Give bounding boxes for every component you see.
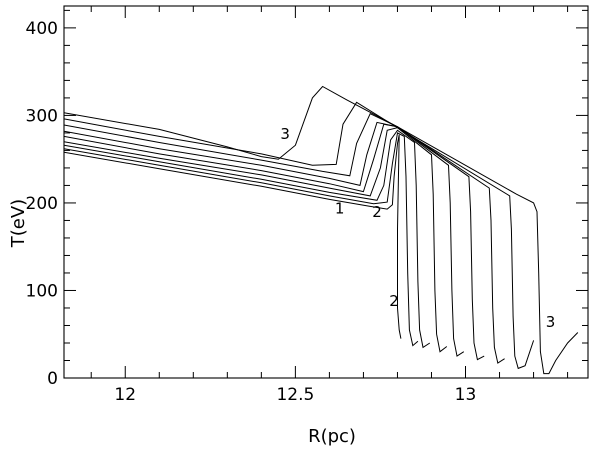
- y-axis-label: T(eV): [8, 199, 29, 248]
- series-line-6: [64, 121, 485, 361]
- series-line-4: [64, 127, 448, 353]
- curve-annotation: 2: [372, 203, 382, 221]
- axis-ticks: [64, 6, 588, 379]
- curve-annotations: 1 2 2 3 3: [280, 125, 555, 331]
- curve-annotation: 3: [280, 125, 290, 143]
- series-line-7: [64, 113, 505, 364]
- curve-annotation: 3: [546, 313, 556, 331]
- series-line-9: [64, 85, 579, 375]
- series-line-8: [64, 101, 535, 370]
- y-tick-label: 100: [26, 281, 58, 301]
- y-tick-label: 400: [26, 19, 58, 39]
- x-tick-label: 12.5: [276, 385, 314, 405]
- series-line-2: [64, 132, 419, 347]
- y-tick-label: 300: [26, 106, 58, 126]
- curve-annotation: 1: [335, 199, 345, 217]
- x-tick-label: 12: [114, 385, 136, 405]
- series-line-3: [64, 129, 431, 349]
- y-tick-label: 200: [26, 194, 58, 214]
- x-axis-label: R(pc): [308, 426, 356, 447]
- x-tick-label: 13: [455, 385, 477, 405]
- series-curves: [64, 85, 579, 375]
- series-line-1: [64, 134, 402, 339]
- plot-frame: [63, 5, 589, 379]
- curve-annotation: 2: [389, 292, 399, 310]
- y-tick-label: 0: [47, 369, 58, 389]
